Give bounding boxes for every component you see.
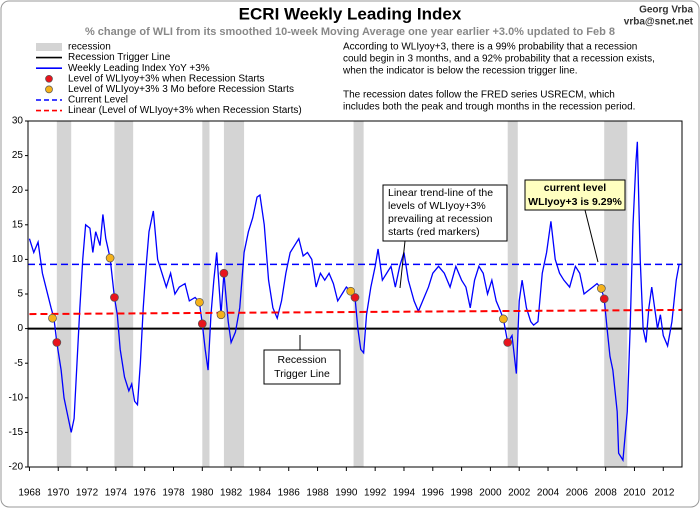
marker [105, 253, 115, 263]
x-tick-label: 2002 [508, 488, 531, 499]
annotation-text: prevailing at recession [388, 213, 493, 225]
recession-band [604, 121, 628, 467]
legend-label: Weekly Leading Index YoY +3% [68, 63, 210, 74]
annotation-text: starts (red markers) [388, 226, 480, 238]
y-tick-label: -20 [9, 462, 24, 473]
note-line: when the indicator is below the recessio… [342, 66, 578, 77]
x-tick-label: 2006 [566, 488, 589, 499]
y-tick-label: 30 [12, 116, 24, 127]
chart-subtitle: % change of WLI from its smoothed 10-wee… [85, 26, 615, 38]
recession-band [507, 121, 518, 467]
legend-label: recession [68, 42, 111, 53]
marker [499, 314, 508, 324]
marker [596, 284, 606, 293]
plot-border [27, 120, 683, 468]
note-line: includes both the peak and trough months… [343, 102, 635, 113]
legend-swatch [36, 43, 62, 51]
x-tick-label: 2000 [479, 488, 502, 499]
marker [350, 293, 360, 302]
x-tick-label: 1996 [422, 488, 445, 499]
series-line [29, 308, 683, 316]
recession-band [223, 121, 245, 467]
marker [195, 297, 204, 307]
marker [216, 310, 226, 320]
annotation-box [263, 349, 341, 385]
x-tick-label: 1978 [162, 488, 185, 499]
y-tick-label: -15 [9, 427, 24, 438]
legend-label: Level of WLIyoy+3% 3 Mo before Recession… [68, 84, 294, 95]
annotation-text: Trigger Line [274, 368, 330, 380]
x-tick-label: 2004 [537, 488, 560, 499]
arrow [584, 209, 599, 263]
annotation-text: Recession [277, 354, 326, 366]
y-tick-label: 15 [12, 219, 24, 230]
annotation-text: Linear trend-line of the [388, 187, 493, 199]
x-tick-label: 1992 [364, 488, 387, 499]
marker [110, 293, 119, 302]
notes: According to WLIyoy+3, there is a 99% pr… [342, 42, 655, 113]
annotation: current level WLIyoy+3 is 9.29% [524, 179, 626, 263]
x-tick-label: 1998 [450, 488, 473, 499]
note-line: According to WLIyoy+3, there is a 99% pr… [343, 42, 637, 53]
x-tick-label: 1980 [191, 488, 214, 499]
legend-label: Current Level [68, 95, 128, 106]
chart-title: ECRI Weekly Leading Index [239, 4, 462, 23]
annotation: Linear trend-line of the levels of WLIyo… [382, 184, 508, 289]
annotation-box [382, 184, 508, 242]
x-tick-label: 1990 [335, 488, 358, 499]
annotation-text: WLIyoy+3 is 9.29% [528, 196, 622, 208]
x-tick-label: 1970 [47, 488, 70, 499]
x-tick-label: 1974 [105, 488, 128, 499]
marker [48, 313, 57, 323]
author: Georg Vrba [639, 5, 693, 16]
y-tick-label: 5 [17, 289, 23, 300]
annotation: Recession Trigger Line [263, 335, 341, 385]
note-line: could begin in 3 months, and a 92% proba… [343, 54, 655, 65]
x-tick-label: 1976 [134, 488, 157, 499]
legend-label: Recession Trigger Line [68, 52, 171, 63]
legend-label: Linear (Level of WLIyoy+3% when Recessio… [68, 105, 302, 116]
recession-band [202, 121, 210, 467]
annotation-box [524, 179, 626, 211]
marker [52, 338, 62, 347]
legend-swatch [45, 85, 53, 94]
recession-band [114, 121, 134, 467]
annotation-text: current level [544, 182, 607, 194]
recession-band [56, 121, 72, 467]
x-tick-label: 1988 [306, 488, 329, 499]
marker [503, 338, 513, 347]
x-tick-label: 1972 [76, 488, 99, 499]
x-tick-label: 1994 [393, 488, 416, 499]
email: vrba@snet.net [624, 17, 694, 28]
legend-swatch [45, 74, 53, 83]
x-tick-label: 1984 [249, 488, 272, 499]
x-tick-label: 1982 [220, 488, 243, 499]
marker [346, 286, 356, 296]
marker [219, 268, 229, 278]
x-tick-label: 1986 [278, 488, 301, 499]
x-tick-label: 2012 [652, 488, 675, 499]
annotation-text: levels of WLIyoy+3% [388, 200, 486, 212]
y-tick-label: 20 [12, 185, 24, 196]
note-line: The recession dates follow the FRED seri… [343, 90, 615, 101]
y-tick-label: 10 [12, 254, 24, 265]
y-tick-label: 25 [12, 150, 24, 161]
recession-band [353, 121, 364, 467]
marker [197, 319, 207, 329]
x-tick-label: 2010 [623, 488, 646, 499]
x-tick-label: 2008 [595, 488, 618, 499]
x-tick-label: 1968 [18, 488, 41, 499]
series-line [28, 141, 680, 463]
legend-label: Level of WLIyoy+3% when Recession Starts [68, 73, 264, 84]
y-tick-label: -5 [14, 358, 23, 369]
arrow [399, 240, 406, 289]
y-tick-label: 0 [17, 323, 23, 334]
marker [599, 294, 609, 304]
y-tick-label: -10 [9, 392, 24, 403]
